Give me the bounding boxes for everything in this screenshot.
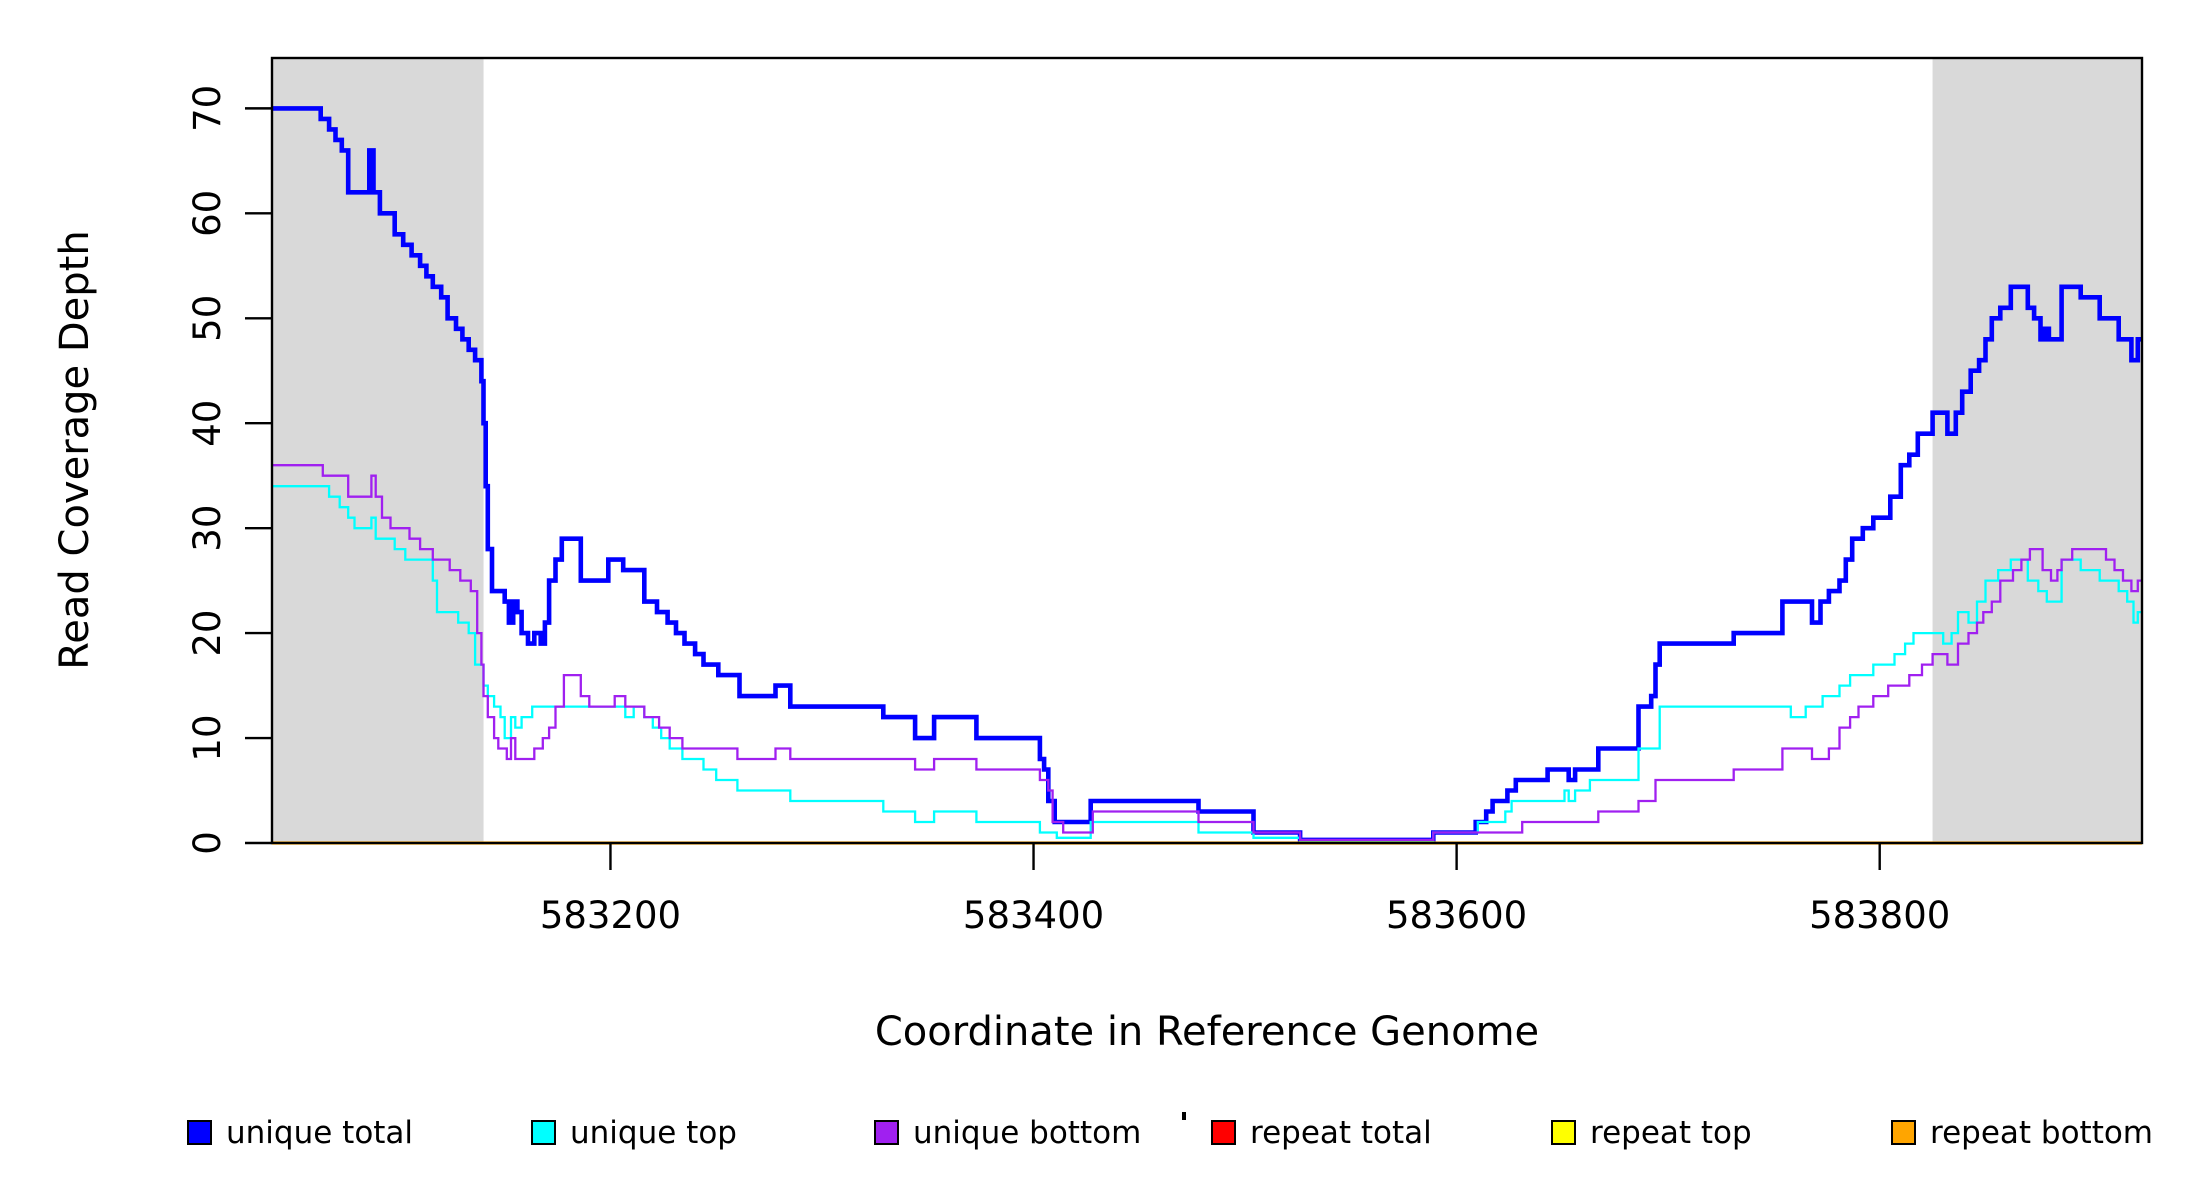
y-tick-label: 10	[186, 715, 229, 762]
legend-item: repeat top	[1551, 1115, 1752, 1151]
y-tick-label: 50	[186, 295, 229, 342]
y-tick-label: 70	[186, 85, 229, 132]
shaded-regions	[272, 58, 2142, 843]
legend-item: repeat bottom	[1891, 1115, 2153, 1151]
y-axis-title: Read Coverage Depth	[52, 230, 98, 669]
legend-swatch	[1211, 1120, 1236, 1145]
legend-swatch	[187, 1120, 212, 1145]
legend-swatch	[1891, 1120, 1916, 1145]
legend: unique total unique top unique bottom repea…	[187, 1115, 2153, 1151]
legend-swatch	[531, 1120, 556, 1145]
y-tick-label: 40	[186, 400, 229, 447]
legend-label: unique total	[226, 1115, 413, 1151]
legend-swatch	[1551, 1120, 1576, 1145]
legend-label: repeat bottom	[1930, 1115, 2153, 1151]
x-tick-label: 583400	[963, 894, 1104, 937]
x-tick-label: 583200	[540, 894, 681, 937]
y-tick-label: 20	[186, 610, 229, 657]
legend-item: repeat total	[1211, 1115, 1432, 1151]
legend-item: unique top	[531, 1115, 737, 1151]
series-unique-total	[272, 106, 2142, 843]
plot-border	[270, 56, 2144, 845]
repeat-region-band	[1932, 58, 2142, 843]
y-tick-label: 30	[186, 505, 229, 552]
series-lines	[272, 106, 2142, 845]
legend-swatch	[874, 1120, 899, 1145]
repeat-region-band	[272, 58, 484, 843]
legend-label: repeat top	[1590, 1115, 1752, 1151]
y-tick-label: 0	[186, 831, 229, 855]
stray-mark	[1182, 1112, 1186, 1120]
y-axis: 0 10 20 30 40 50 60 70	[186, 85, 272, 855]
legend-label: unique bottom	[913, 1115, 1141, 1151]
x-tick-label: 583600	[1386, 894, 1527, 937]
legend-item: unique bottom	[874, 1115, 1141, 1151]
legend-item: unique total	[187, 1115, 413, 1151]
series-unique-bottom	[272, 464, 2142, 842]
legend-label: repeat total	[1250, 1115, 1432, 1151]
x-tick-label: 583800	[1809, 894, 1950, 937]
y-tick-label: 60	[186, 190, 229, 237]
x-axis: 583200 583400 583600 583800	[540, 843, 1950, 937]
legend-label: unique top	[570, 1115, 737, 1151]
x-axis-title: Coordinate in Reference Genome	[875, 1009, 1539, 1055]
